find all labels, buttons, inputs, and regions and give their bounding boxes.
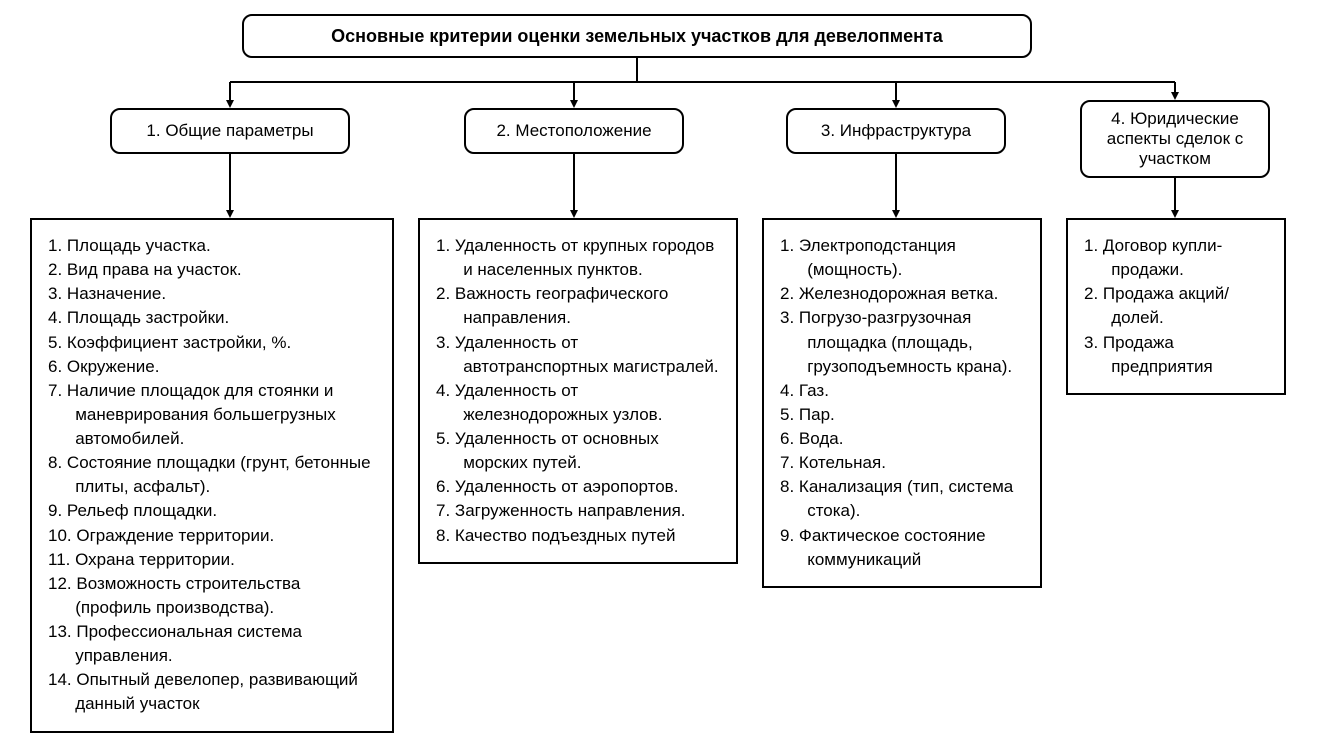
list-item: Ограждение территории. [48, 524, 376, 548]
list-item: Важность географического направления. [436, 282, 720, 330]
list-item: Загруженность направления. [436, 499, 720, 523]
list-item: Железнодорожная ветка. [780, 282, 1024, 306]
diagram-title: Основные критерии оценки земельных участ… [242, 14, 1032, 58]
items-box-3: Электроподстанция (мощность).Железнодоро… [762, 218, 1042, 588]
items-list-3: Электроподстанция (мощность).Железнодоро… [780, 234, 1024, 572]
list-item: Удаленность от крупных городов и населен… [436, 234, 720, 282]
list-item: Охрана территории. [48, 548, 376, 572]
category-label: 3. Инфраструктура [821, 121, 971, 141]
items-box-4: Договор купли-продажи.Продажа акций/доле… [1066, 218, 1286, 395]
items-list-2: Удаленность от крупных городов и населен… [436, 234, 720, 548]
list-item: Окружение. [48, 355, 376, 379]
list-item: Газ. [780, 379, 1024, 403]
list-item: Удаленность от основных морских путей. [436, 427, 720, 475]
title-text: Основные критерии оценки земельных участ… [331, 26, 943, 47]
list-item: Профессиональная система управления. [48, 620, 376, 668]
list-item: Рельеф площадки. [48, 499, 376, 523]
list-item: Канализация (тип, система стока). [780, 475, 1024, 523]
list-item: Площадь участка. [48, 234, 376, 258]
list-item: Пар. [780, 403, 1024, 427]
list-item: Продажа предприятия [1084, 331, 1268, 379]
items-box-1: Площадь участка.Вид права на участок.Наз… [30, 218, 394, 733]
category-label: 2. Местоположение [496, 121, 651, 141]
category-box-3: 3. Инфраструктура [786, 108, 1006, 154]
list-item: Качество подъездных путей [436, 524, 720, 548]
list-item: Назначение. [48, 282, 376, 306]
list-item: Удаленность от аэропортов. [436, 475, 720, 499]
category-box-1: 1. Общие параметры [110, 108, 350, 154]
list-item: Удаленность от автотранспортных магистра… [436, 331, 720, 379]
list-item: Удаленность от железнодорожных узлов. [436, 379, 720, 427]
list-item: Наличие площадок для стоянки и маневриро… [48, 379, 376, 451]
items-list-1: Площадь участка.Вид права на участок.Наз… [48, 234, 376, 717]
category-label: 4. Юридические аспекты сделок с участком [1102, 109, 1248, 169]
list-item: Опытный девелопер, развивающий данный уч… [48, 668, 376, 716]
items-list-4: Договор купли-продажи.Продажа акций/доле… [1084, 234, 1268, 379]
list-item: Котельная. [780, 451, 1024, 475]
list-item: Электроподстанция (мощность). [780, 234, 1024, 282]
category-label: 1. Общие параметры [146, 121, 313, 141]
list-item: Коэффициент застройки, %. [48, 331, 376, 355]
items-box-2: Удаленность от крупных городов и населен… [418, 218, 738, 564]
list-item: Возможность строительства (профиль произ… [48, 572, 376, 620]
list-item: Площадь застройки. [48, 306, 376, 330]
list-item: Вид права на участок. [48, 258, 376, 282]
list-item: Вода. [780, 427, 1024, 451]
category-box-4: 4. Юридические аспекты сделок с участком [1080, 100, 1270, 178]
list-item: Фактическое состояние коммуникаций [780, 524, 1024, 572]
list-item: Погрузо-разгрузочная площадка (площадь, … [780, 306, 1024, 378]
list-item: Состояние площадки (грунт, бетонные плит… [48, 451, 376, 499]
list-item: Договор купли-продажи. [1084, 234, 1268, 282]
category-box-2: 2. Местоположение [464, 108, 684, 154]
list-item: Продажа акций/долей. [1084, 282, 1268, 330]
